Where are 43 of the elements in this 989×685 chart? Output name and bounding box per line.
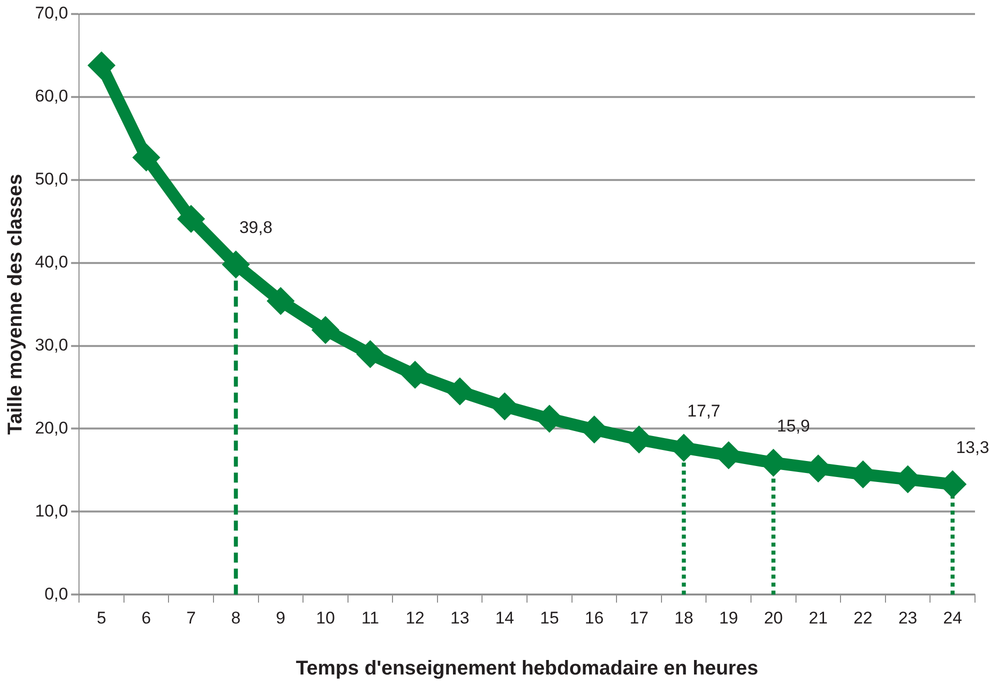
point: [266, 286, 295, 315]
data-label: 39,8: [239, 218, 272, 238]
y-tick-label: 20,0: [34, 418, 68, 438]
data-label: 17,7: [687, 401, 720, 420]
y-tick-label: 60,0: [34, 86, 68, 106]
x-tick-label: 15: [540, 608, 559, 628]
y-tick-label: 50,0: [34, 170, 68, 189]
x-tick-label: 9: [276, 608, 286, 628]
x-tick-label: 14: [495, 608, 514, 628]
y-tick-label: 0,0: [44, 584, 68, 604]
x-tick-label: 17: [630, 608, 648, 628]
x-axis-title: Temps d'enseignement hebdomadaire en heures: [296, 658, 758, 680]
y-tick-label: 40,0: [34, 252, 68, 272]
point: [356, 340, 384, 368]
x-tick-label: 10: [316, 608, 335, 628]
x-tick-label: 18: [674, 608, 694, 628]
point: [132, 143, 160, 172]
point: [401, 360, 430, 389]
x-tick-label: 16: [584, 608, 604, 628]
data-label: 13,3: [956, 438, 989, 457]
x-tick-label: 20: [764, 608, 783, 628]
x-tick-label: 23: [898, 608, 918, 628]
y-tick-label: 10,0: [34, 501, 68, 520]
x-tick-label: 8: [231, 608, 241, 628]
x-tick-label: 5: [96, 608, 106, 628]
point: [311, 316, 340, 344]
x-tick-label: 11: [361, 608, 380, 628]
x-tick-label: 19: [719, 608, 738, 628]
x-tick-label: 13: [450, 608, 470, 628]
x-tick-label: 7: [186, 608, 196, 628]
point: [87, 51, 116, 80]
data-label: 15,9: [776, 416, 810, 436]
y-tick-label: 30,0: [34, 335, 68, 354]
x-tick-label: 12: [406, 608, 425, 628]
point: [446, 377, 474, 406]
point: [222, 250, 250, 278]
x-tick-label: 21: [808, 608, 828, 628]
point: [177, 204, 206, 233]
y-tick-label: 70,0: [34, 4, 68, 23]
x-tick-label: 24: [943, 608, 962, 628]
x-tick-label: 22: [854, 608, 872, 628]
x-tick-label: 6: [142, 608, 152, 628]
y-axis-title: Taille moyenne des classes: [4, 174, 27, 435]
